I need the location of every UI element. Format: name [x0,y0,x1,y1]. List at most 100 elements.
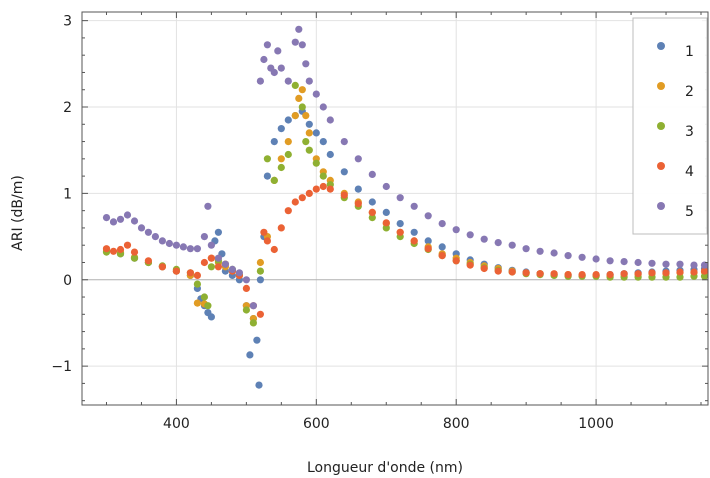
data-point [204,302,212,310]
y-tick-label: 1 [63,186,72,202]
data-point [634,258,642,267]
data-point [291,81,299,89]
y-tick-labels: −1 0 1 2 3 [51,14,72,375]
data-point [676,273,684,281]
x-tick-label: 400 [163,416,190,432]
data-point [158,237,166,245]
plot-frame [81,11,709,406]
data-point [620,258,628,266]
data-point [550,249,558,257]
data-point [354,200,362,208]
data-point [368,198,376,206]
data-point [253,336,261,344]
data-point [260,55,268,64]
data-point [508,241,516,249]
data-point [466,261,474,269]
data-point [578,271,586,279]
series-5 [102,25,709,310]
data-point [354,185,362,193]
data-point [291,38,299,46]
data-point [298,103,306,111]
data-point [396,228,404,236]
data-point [256,276,264,284]
data-point [302,138,310,146]
data-point [186,245,194,253]
data-point [620,270,628,278]
data-point [193,245,201,253]
x-tick-label: 1000 [578,416,614,432]
data-point [368,170,376,178]
data-point [277,224,285,232]
legend-label: 5 [685,204,694,220]
series-3 [102,81,709,327]
data-point [592,255,600,263]
data-point [256,310,264,318]
data-point [522,245,530,253]
data-point [410,202,418,210]
data-point [312,90,320,98]
data-point [312,185,320,193]
data-point [480,235,488,243]
data-point [242,284,250,292]
data-point [606,257,614,265]
data-point [662,260,670,268]
data-point [606,271,614,279]
data-point [193,280,201,288]
data-point [284,138,292,146]
y-tick-label: 2 [63,100,72,116]
data-point [410,228,418,236]
data-point [438,243,446,251]
data-point [676,260,684,268]
legend-marker [657,42,665,50]
data-point [690,261,698,269]
data-point [242,306,250,314]
data-point [690,268,698,276]
data-points [102,25,709,389]
data-point [172,267,180,275]
data-point [270,138,278,146]
x-tick-label: 800 [443,416,470,432]
data-point [662,269,670,277]
data-point [452,257,460,265]
data-point [130,248,139,256]
data-point [249,302,257,310]
data-point [277,64,285,72]
data-point [207,313,215,321]
data-point [270,245,278,254]
legend-label: 2 [685,84,694,100]
data-point [277,163,285,172]
y-tick-label: −1 [51,359,72,375]
x-axis-label: Longueur d'onde (nm) [307,460,463,476]
data-point [109,218,118,226]
data-point [207,254,215,262]
series-2 [102,86,709,323]
legend-label: 1 [685,44,694,60]
data-point [242,276,250,284]
data-point [284,77,292,85]
legend-item-3: 3 [657,122,694,140]
data-point [116,215,125,223]
y-axis-label: ARI (dB/m) [10,175,26,251]
data-point [151,233,159,241]
data-point [700,272,709,280]
data-point [312,129,320,137]
data-point [207,263,215,271]
data-point [298,41,306,49]
legend-item-4: 4 [657,162,694,180]
legend-box [632,17,708,235]
data-point [214,228,222,236]
data-point [536,270,544,278]
legend-item-2: 2 [657,82,694,100]
data-point [302,112,310,120]
data-point [249,319,257,327]
data-point [340,168,348,176]
data-point [214,263,222,271]
data-point [494,239,502,247]
data-point [368,214,376,222]
y-tick-label: 0 [63,273,72,289]
data-point [382,224,390,232]
data-point [382,219,390,227]
data-point [246,351,254,359]
data-point [193,299,201,307]
data-point [116,245,125,254]
